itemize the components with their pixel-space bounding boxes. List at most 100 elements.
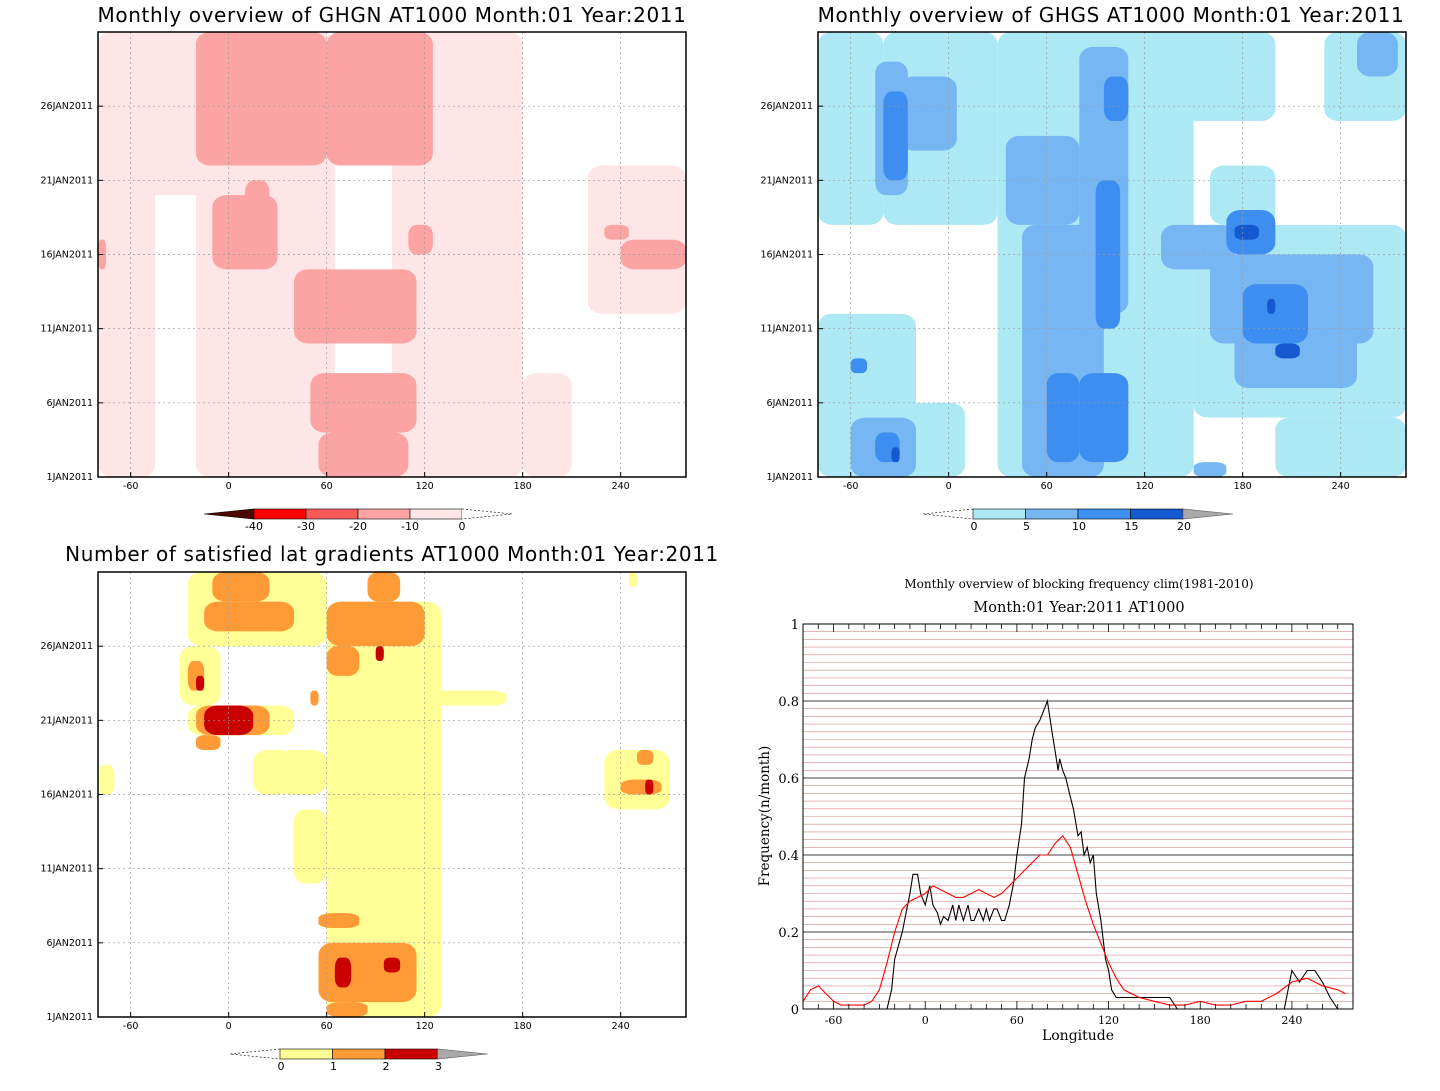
blocking-series-climatology xyxy=(802,834,1346,1006)
ghgn-xtick-label: -60 xyxy=(123,481,139,492)
ghgn-colorbar-label: -10 xyxy=(401,520,419,533)
lat-gradients-colorbar-label: 2 xyxy=(383,1060,390,1073)
ghgs-colorbar-swatch xyxy=(1077,508,1131,520)
blocking-ytick-label: 0 xyxy=(791,1003,799,1018)
lat-gradients-contour-cell xyxy=(318,913,360,928)
lat-gradients-ytick-label: 1JAN2011 xyxy=(47,1012,93,1023)
ghgn-contour-cell xyxy=(522,373,572,477)
lat-gradients-contour-cell xyxy=(637,750,654,765)
lat-gradients-xtick-label: 0 xyxy=(226,1021,232,1032)
ghgn-colorbar-swatch xyxy=(253,508,307,520)
ghgn-colorbar-label: -30 xyxy=(297,520,315,533)
blocking-xtick-label: 180 xyxy=(1190,1014,1211,1027)
ghgn-ytick-label: 1JAN2011 xyxy=(47,472,93,483)
ghgn-contour-cell xyxy=(318,432,409,477)
ghgn-contour-cell xyxy=(245,180,270,225)
ghgs-panel: Monthly overview of GHGS AT1000 Month:01… xyxy=(760,3,1407,533)
ghgn-colorbar-label: 0 xyxy=(459,520,466,533)
ghgs-contour-cell xyxy=(899,76,957,151)
ghgn-ytick-label: 6JAN2011 xyxy=(47,398,93,409)
lat-gradients-colorbar-label: 0 xyxy=(278,1060,285,1073)
blocking-ytick-label: 0.8 xyxy=(778,695,799,710)
lat-gradients-colorbar-over-arrow xyxy=(437,1048,488,1060)
lat-gradients-contour-cell xyxy=(196,735,221,750)
ghgs-colorbar-over-arrow xyxy=(1182,508,1234,520)
ghgn-xtick-label: 240 xyxy=(612,481,630,492)
ghgs-contour-cell xyxy=(1275,343,1300,359)
blocking-series-observed xyxy=(803,698,1346,1010)
blocking-subtitle: Month:01 Year:2011 AT1000 xyxy=(973,600,1184,616)
blocking-xtick-label: 240 xyxy=(1281,1014,1302,1027)
ghgs-colorbar-label: 20 xyxy=(1177,520,1191,533)
blocking-frequency-panel: Monthly overview of blocking frequency c… xyxy=(757,577,1354,1044)
ghgs-ytick-label: 16JAN2011 xyxy=(760,250,813,261)
ghgn-colorbar-label: -20 xyxy=(349,520,367,533)
ghgs-ytick-label: 1JAN2011 xyxy=(767,472,813,483)
lat-gradients-contour-cell xyxy=(645,779,654,795)
ghgs-colorbar-label: 0 xyxy=(971,520,978,533)
ghgs-contour-level-3 xyxy=(891,224,1300,463)
lat-gradients-xtick-label: 180 xyxy=(514,1021,532,1032)
ghgs-xtick-label: 240 xyxy=(1332,481,1350,492)
ghgn-panel: Monthly overview of GHGN AT1000 Month:01… xyxy=(40,3,687,533)
ghgs-colorbar-label: 5 xyxy=(1023,520,1030,533)
ghgn-colorbar-under-arrow xyxy=(203,508,255,520)
lat-gradients-contour-cell xyxy=(326,1002,368,1017)
ghgs-contour-cell xyxy=(1079,373,1129,463)
ghgn-colorbar-swatch xyxy=(357,508,411,520)
ghgs-contour-cell xyxy=(1005,135,1080,225)
ghgs-contour-cell xyxy=(1357,32,1398,77)
lat-gradients-contour-cell xyxy=(277,750,327,795)
ghgs-ytick-label: 11JAN2011 xyxy=(760,324,813,335)
blocking-ylabel: Frequency(n/month) xyxy=(757,746,773,887)
lat-gradients-ytick-label: 26JAN2011 xyxy=(40,641,93,652)
lat-gradients-contour-cell xyxy=(628,572,637,587)
lat-gradients-contour-cell xyxy=(383,957,401,973)
lat-gradients-panel: Number of satisfied lat gradients AT1000… xyxy=(40,542,718,1073)
ghgn-xtick-label: 60 xyxy=(321,481,333,492)
ghgn-xtick-label: 180 xyxy=(514,481,532,492)
lat-gradients-contour-cell xyxy=(326,646,360,676)
ghgs-contour-cell xyxy=(891,447,900,463)
ghgs-contour-cell xyxy=(1046,373,1080,463)
lat-gradients-colorbar-swatch xyxy=(332,1048,386,1060)
lat-gradients-contour-cell xyxy=(310,690,319,706)
lat-gradients-title: Number of satisfied lat gradients AT1000… xyxy=(65,542,719,566)
ghgs-xtick-label: -60 xyxy=(843,481,859,492)
ghgs-colorbar-swatch xyxy=(972,508,1026,520)
ghgs-colorbar-label: 15 xyxy=(1125,520,1139,533)
lat-gradients-colorbar-label: 3 xyxy=(435,1060,442,1073)
ghgn-xtick-label: 120 xyxy=(416,481,434,492)
lat-gradients-ytick-label: 16JAN2011 xyxy=(40,790,93,801)
ghgs-contour-cell xyxy=(1177,32,1276,121)
ghgs-colorbar-swatch xyxy=(1130,508,1184,520)
ghgs-colorbar-under-arrow xyxy=(922,508,974,520)
ghgs-ytick-label: 26JAN2011 xyxy=(760,101,813,112)
blocking-xtick-label: 120 xyxy=(1098,1014,1119,1027)
lat-gradients-contour-cell xyxy=(367,572,401,602)
lat-gradients-xtick-label: 120 xyxy=(416,1021,434,1032)
lat-gradients-colorbar-label: 1 xyxy=(330,1060,337,1073)
ghgn-ytick-label: 26JAN2011 xyxy=(40,101,93,112)
lat-gradients-contour-cell xyxy=(318,942,417,1003)
lat-gradients-colorbar-swatch xyxy=(384,1048,438,1060)
lat-gradients-colorbar-swatch xyxy=(279,1048,333,1060)
ghgs-contour-cell xyxy=(1234,224,1259,240)
lat-gradients-contour-cell xyxy=(204,601,294,632)
blocking-title: Monthly overview of blocking frequency c… xyxy=(904,577,1253,591)
ghgs-colorbar-swatch xyxy=(1025,508,1079,520)
ghgn-contour-cell xyxy=(98,32,213,196)
ghgn-colorbar-swatch xyxy=(409,508,463,520)
ghgn-ytick-label: 21JAN2011 xyxy=(40,175,93,186)
blocking-ytick-label: 1 xyxy=(791,618,799,633)
ghgn-ytick-label: 16JAN2011 xyxy=(40,250,93,261)
ghgn-contour-level-1 xyxy=(98,32,686,477)
ghgn-title: Monthly overview of GHGN AT1000 Month:01… xyxy=(98,3,687,27)
blocking-ytick-label: 0.2 xyxy=(778,926,799,941)
lat-gradients-contour-cell xyxy=(326,601,425,647)
ghgs-contour-cell xyxy=(1242,284,1308,344)
lat-gradients-contour-cell xyxy=(98,764,115,795)
ghgs-title: Monthly overview of GHGS AT1000 Month:01… xyxy=(818,3,1405,27)
ghgs-xtick-label: 60 xyxy=(1041,481,1053,492)
